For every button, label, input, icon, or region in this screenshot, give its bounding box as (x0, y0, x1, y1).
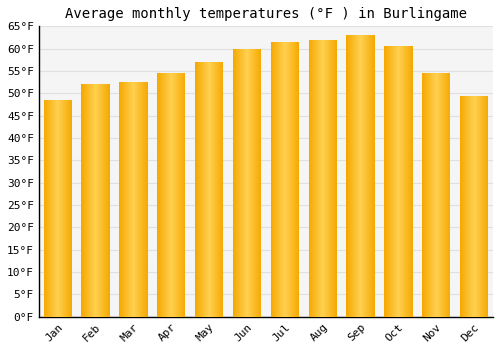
Title: Average monthly temperatures (°F ) in Burlingame: Average monthly temperatures (°F ) in Bu… (65, 7, 467, 21)
